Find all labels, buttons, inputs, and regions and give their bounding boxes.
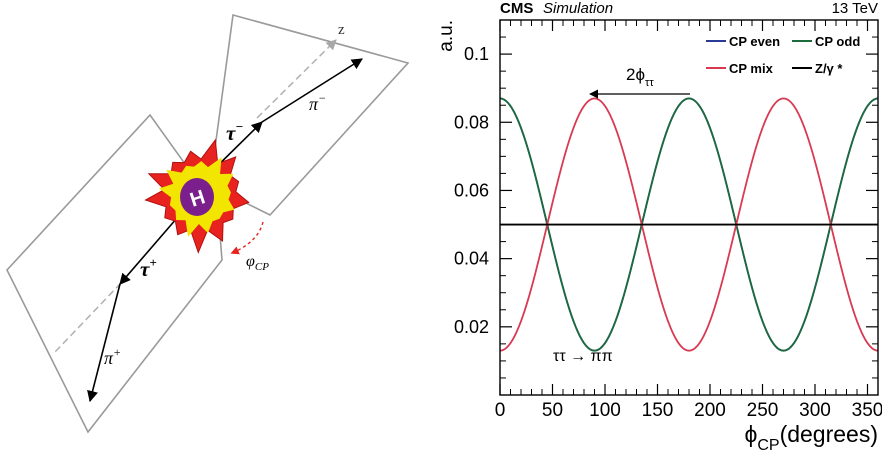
legend-label: CP mix [729,61,774,76]
tau-minus-label: τ− [226,119,243,145]
x-tick-label: 300 [799,400,831,421]
y-tick-label: 0.08 [454,112,489,132]
pi-minus-track [261,58,363,123]
x-tick-label: 50 [542,400,563,421]
tau-plus-track [119,217,178,285]
legend: CP even CP odd CP mix Z/γ * [706,34,860,76]
x-tick-label: 350 [852,400,882,421]
plot-series [499,97,879,352]
phi-cp-arrow-icon [230,221,264,255]
x-tick-label: 100 [589,400,621,421]
experiment-label: CMS [500,0,533,17]
x-tick-label: 150 [642,400,674,421]
x-axis-ticks: 0 50 100 150 200 250 300 350 [495,20,882,421]
channel-label: ττ → ππ [553,348,613,365]
series-line-cp-mix [499,97,879,352]
legend-label: CP even [729,34,780,49]
legend-label: CP odd [815,34,860,49]
legend-label: Z/γ * [815,61,843,76]
pi-minus-label: π− [309,91,326,114]
y-tick-label: 0.04 [454,249,489,269]
higgs-boson-icon [180,178,214,216]
z-axis-label: z [338,22,345,38]
series-line-cp-odd [499,97,879,352]
status-label: Simulation [543,0,613,17]
x-tick-label: 250 [747,400,779,421]
y-tick-label: 0.02 [454,317,489,337]
energy-label: 13 TeV [832,0,878,17]
plot-frame [499,19,879,396]
decay-plane-diagram: z τ− π− τ+ π+ H φCP [6,13,410,434]
y-axis-label: a.u. [436,20,457,52]
y-tick-label: 0.06 [454,180,489,200]
pi-plus-label: π+ [104,345,121,368]
phase-shift-label: 2ϕττ [626,65,654,89]
cms-chart: CMS Simulation 13 TeV a.u. 0 50 100 150 200 2… [436,0,882,452]
phi-cp-label: φCP [246,253,269,273]
tau-plus-label: τ+ [140,255,157,281]
x-tick-label: 0 [495,400,506,421]
y-axis-ticks: 0.02 0.04 0.06 0.08 0.1 [454,36,878,379]
upper-decay-plane [209,13,410,216]
lower-extension-line [54,282,122,353]
z-axis-line [256,39,337,119]
pi-plus-track [87,283,121,403]
x-tick-label: 200 [694,400,726,421]
y-tick-label: 0.1 [464,44,489,64]
higgs-label: H [187,186,208,211]
x-axis-label: ϕCP(degrees) [744,421,878,452]
